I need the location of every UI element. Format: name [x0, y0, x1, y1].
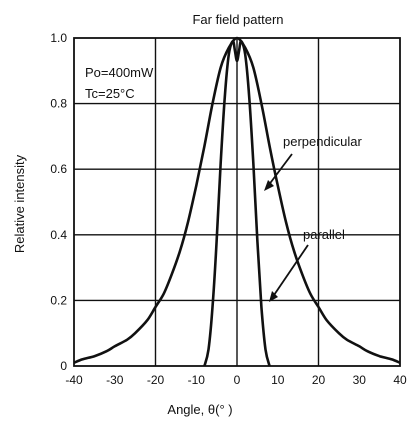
y-tick-label: 0.4: [50, 228, 67, 242]
label-perpendicular: perpendicular: [283, 134, 362, 149]
condition-power: Po=400mW: [85, 65, 154, 80]
arrow-perpendicular: [267, 153, 293, 187]
y-tick-label: 1.0: [50, 31, 67, 45]
condition-temperature: Tc=25°C: [85, 86, 135, 101]
x-tick-label: 30: [353, 373, 367, 387]
label-parallel: parallel: [303, 227, 345, 242]
x-tick-label: -10: [188, 373, 206, 387]
x-tick-label: 40: [393, 373, 407, 387]
x-tick-label: 20: [312, 373, 326, 387]
y-tick-label: 0.2: [50, 293, 67, 307]
x-axis-label: Angle, θ(° ): [167, 402, 232, 417]
arrow-parallel: [271, 244, 309, 299]
x-tick-labels: -40 -30 -20 -10 0 10 20 30 40: [65, 373, 407, 387]
x-tick-label: -30: [106, 373, 124, 387]
grid: [74, 38, 400, 366]
y-tick-label: 0: [60, 359, 67, 373]
series-line-perpendicular: [73, 36, 401, 364]
y-tick-label: 0.6: [50, 162, 67, 176]
x-tick-label: 0: [234, 373, 241, 387]
chart-title: Far field pattern: [192, 12, 283, 27]
y-tick-label: 0.8: [50, 97, 67, 111]
y-axis-label: Relative intensity: [12, 154, 27, 253]
y-tick-labels: 0 0.2 0.4 0.6 0.8 1.0: [50, 31, 67, 373]
series-line-parallel: [203, 39, 271, 367]
x-tick-label: -20: [147, 373, 165, 387]
arrowhead-parallel: [269, 291, 278, 302]
series-lines: [73, 36, 401, 367]
x-tick-label: 10: [271, 373, 285, 387]
arrowhead-perpendicular: [264, 180, 274, 191]
x-tick-label: -40: [65, 373, 83, 387]
